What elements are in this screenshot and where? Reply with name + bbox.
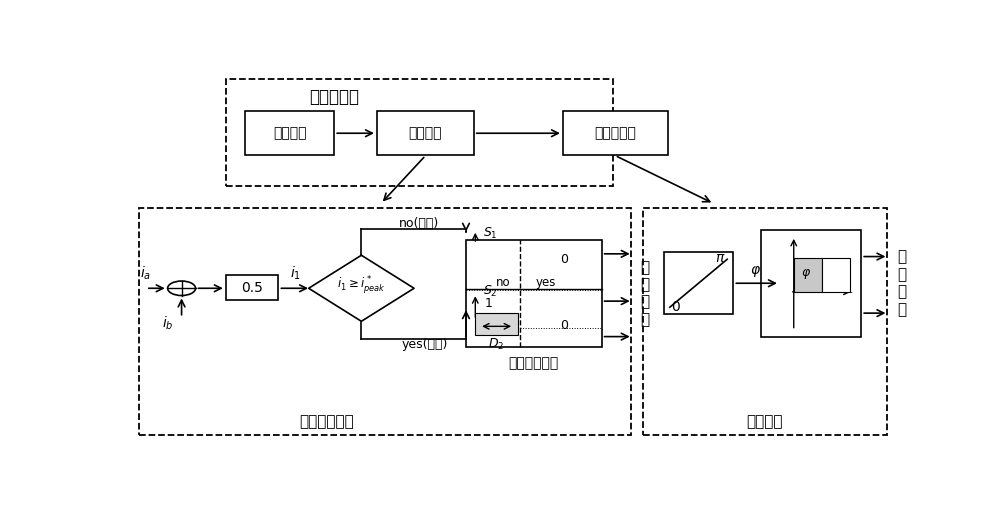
Text: 1: 1 — [485, 298, 493, 311]
Text: 一次侧充电: 一次侧充电 — [309, 88, 359, 106]
Text: 脉冲宽度调制: 脉冲宽度调制 — [509, 356, 559, 370]
Text: 0: 0 — [560, 253, 568, 266]
Text: $i_a$: $i_a$ — [140, 264, 152, 282]
Bar — [563, 111, 668, 155]
Text: 可控充电: 可控充电 — [409, 126, 442, 140]
Bar — [794, 258, 822, 292]
Text: $i_1 \geq i^*_{peak}$: $i_1 \geq i^*_{peak}$ — [337, 275, 386, 297]
Text: 0: 0 — [560, 319, 568, 332]
Text: 驱
动
脉
冲: 驱 动 脉 冲 — [898, 249, 907, 317]
Bar — [466, 240, 602, 347]
Text: yes: yes — [536, 276, 556, 289]
Text: 0: 0 — [671, 300, 680, 314]
Text: 移相调制: 移相调制 — [746, 414, 783, 429]
Text: 不控充电: 不控充电 — [273, 126, 306, 140]
Text: 驱
动
脉
冲: 驱 动 脉 冲 — [640, 260, 650, 327]
Text: $\varphi$: $\varphi$ — [750, 265, 761, 279]
Text: no(旁路): no(旁路) — [399, 218, 440, 230]
Bar — [761, 230, 861, 337]
Bar — [664, 252, 733, 314]
Text: $S_1$: $S_1$ — [483, 226, 498, 242]
Text: no: no — [496, 276, 511, 289]
Text: 0.5: 0.5 — [241, 281, 263, 295]
Text: yes(闭锁): yes(闭锁) — [402, 338, 448, 351]
Text: $S_2$: $S_2$ — [483, 284, 498, 299]
Bar — [377, 111, 474, 155]
Text: 峰值电流控制: 峰值电流控制 — [299, 414, 354, 429]
Text: $\varphi$: $\varphi$ — [801, 267, 811, 281]
Bar — [226, 79, 613, 186]
Text: $D_2$: $D_2$ — [488, 337, 505, 352]
Bar — [245, 111, 334, 155]
Bar — [643, 208, 887, 435]
Text: $i_b$: $i_b$ — [162, 314, 173, 332]
Text: $i_1$: $i_1$ — [290, 264, 301, 282]
Bar — [822, 258, 850, 292]
Text: 二次侧充电: 二次侧充电 — [594, 126, 636, 140]
Bar — [475, 313, 518, 335]
Text: $\pi$: $\pi$ — [715, 251, 726, 265]
Bar — [226, 276, 278, 300]
Bar — [139, 208, 631, 435]
